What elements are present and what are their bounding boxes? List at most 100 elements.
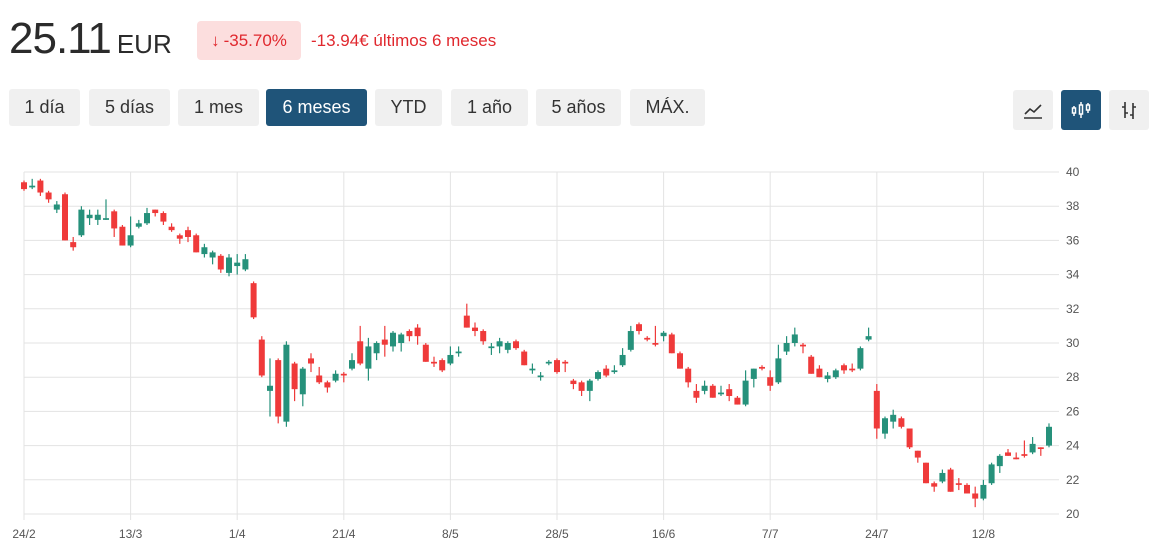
change-percent: -35.70% xyxy=(223,30,287,50)
candlestick-chart-button[interactable] xyxy=(1061,90,1101,130)
y-tick-label: 38 xyxy=(1066,199,1080,213)
candle-body xyxy=(144,213,150,224)
candle-body xyxy=(349,360,355,369)
candle-body xyxy=(496,341,503,347)
candle-body xyxy=(299,368,306,395)
candle-body xyxy=(955,483,962,485)
candle-body xyxy=(873,390,880,429)
price-display: 25.11 EUR xyxy=(9,14,172,64)
ohlc-chart-button[interactable] xyxy=(1109,90,1149,130)
range-button[interactable]: 1 día xyxy=(9,89,80,126)
y-tick-label: 20 xyxy=(1066,507,1080,521)
candle-body xyxy=(381,339,388,345)
candle-body xyxy=(701,385,708,391)
candle-body xyxy=(709,385,716,398)
candle-body xyxy=(62,194,68,241)
candle-body xyxy=(480,331,487,342)
candle-body xyxy=(537,375,544,378)
candle-body xyxy=(431,361,437,364)
x-tick-label: 1/4 xyxy=(229,527,246,541)
candle-body xyxy=(996,455,1003,467)
candle-body xyxy=(324,382,331,388)
candle-body xyxy=(70,242,77,248)
range-button[interactable]: 1 año xyxy=(451,89,528,126)
candle-body xyxy=(217,255,224,270)
candle-body xyxy=(152,209,159,214)
arrow-down-icon: ↓ xyxy=(211,30,220,50)
currency: EUR xyxy=(116,29,172,59)
candle-body xyxy=(209,252,216,258)
candle-body xyxy=(890,414,897,422)
range-button[interactable]: 5 años xyxy=(536,89,621,126)
candle-body xyxy=(865,336,872,340)
candle-body xyxy=(258,339,265,376)
candle-body xyxy=(463,315,470,328)
candle-body xyxy=(742,380,749,405)
candle-body xyxy=(660,332,667,337)
change-percent-badge: ↓ -35.70% xyxy=(197,21,301,60)
candle-body xyxy=(923,462,929,484)
candle-body xyxy=(250,283,257,318)
candle-body xyxy=(677,353,683,369)
candle-body xyxy=(29,185,36,188)
range-button[interactable]: MÁX. xyxy=(630,89,705,126)
candle-body xyxy=(86,214,93,219)
candle-body xyxy=(439,360,446,371)
candle-body xyxy=(668,334,675,354)
candle-body xyxy=(898,418,905,427)
range-button[interactable]: YTD xyxy=(375,89,442,126)
x-tick-label: 24/7 xyxy=(865,527,889,541)
candle-body xyxy=(390,332,396,347)
candle-body xyxy=(939,472,946,482)
candle-body xyxy=(1005,452,1011,456)
candle-body xyxy=(472,327,478,332)
range-button[interactable]: 1 mes xyxy=(178,89,259,126)
candle-body xyxy=(972,493,979,499)
candle-body xyxy=(734,397,741,405)
candle-body xyxy=(521,351,528,366)
ohlc-bar-chart-icon xyxy=(1122,102,1136,119)
range-button[interactable]: 5 días xyxy=(89,89,170,126)
candle-body xyxy=(340,373,347,376)
x-tick-label: 12/8 xyxy=(972,527,996,541)
candle-body xyxy=(53,204,60,210)
candle-body xyxy=(627,331,634,350)
candle-body xyxy=(882,418,888,434)
candle-body xyxy=(406,331,413,337)
candle-body xyxy=(513,341,519,349)
candle-body xyxy=(45,192,52,200)
candle-body xyxy=(750,368,757,379)
line-chart-button[interactable] xyxy=(1013,90,1053,130)
candle-body xyxy=(21,182,27,190)
range-button[interactable]: 6 meses xyxy=(266,89,367,126)
candlestick-chart-icon xyxy=(1071,102,1091,118)
candle-body xyxy=(111,211,118,229)
candle-body xyxy=(931,483,938,487)
y-tick-label: 36 xyxy=(1066,233,1080,247)
y-tick-label: 30 xyxy=(1066,336,1080,350)
candle-body xyxy=(168,226,175,231)
candle-body xyxy=(193,235,200,253)
candle-body xyxy=(554,360,560,373)
candle-body xyxy=(685,368,692,383)
candle-body xyxy=(980,484,987,499)
candle-body xyxy=(832,370,839,378)
candle-body xyxy=(1037,447,1044,450)
candle-body xyxy=(226,257,232,273)
candle-body xyxy=(504,343,511,350)
y-tick-label: 22 xyxy=(1066,473,1080,487)
candle-body xyxy=(135,223,142,227)
candle-body xyxy=(119,226,126,246)
candle-body xyxy=(759,366,765,369)
candle-body xyxy=(693,390,700,398)
x-tick-label: 16/6 xyxy=(652,527,676,541)
candle-body xyxy=(267,385,273,391)
candle-body xyxy=(242,259,249,270)
candle-body xyxy=(1029,443,1036,453)
candle-body xyxy=(718,392,724,395)
candle-body xyxy=(775,358,782,383)
candle-body xyxy=(94,214,101,220)
candle-body xyxy=(176,235,183,239)
candle-body xyxy=(783,343,790,352)
